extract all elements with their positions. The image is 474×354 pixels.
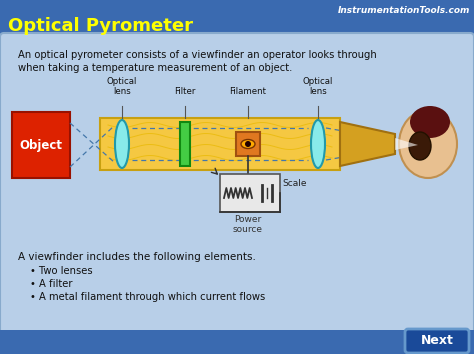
- Text: Filament: Filament: [229, 87, 266, 96]
- Text: A viewfinder includes the following elements.: A viewfinder includes the following elem…: [18, 252, 256, 262]
- FancyBboxPatch shape: [0, 0, 474, 38]
- Ellipse shape: [399, 110, 457, 178]
- Ellipse shape: [241, 139, 255, 148]
- Text: An optical pyrometer consists of a viewfinder an operator looks through: An optical pyrometer consists of a viewf…: [18, 50, 377, 60]
- FancyBboxPatch shape: [180, 122, 190, 166]
- Text: InstrumentationTools.com: InstrumentationTools.com: [337, 6, 470, 15]
- Ellipse shape: [409, 132, 431, 160]
- Ellipse shape: [311, 120, 325, 168]
- Text: Object: Object: [19, 138, 63, 152]
- Text: • Two lenses: • Two lenses: [30, 266, 92, 276]
- Ellipse shape: [245, 141, 251, 147]
- Ellipse shape: [115, 120, 129, 168]
- Text: Filter: Filter: [174, 87, 196, 96]
- FancyBboxPatch shape: [100, 118, 340, 170]
- FancyBboxPatch shape: [0, 33, 474, 349]
- FancyBboxPatch shape: [0, 330, 474, 354]
- Text: • A filter: • A filter: [30, 279, 73, 289]
- Text: Next: Next: [420, 335, 454, 348]
- Text: when taking a temperature measurement of an object.: when taking a temperature measurement of…: [18, 63, 292, 73]
- FancyBboxPatch shape: [236, 132, 260, 156]
- FancyBboxPatch shape: [220, 174, 280, 212]
- Text: Optical Pyrometer: Optical Pyrometer: [8, 17, 193, 35]
- Polygon shape: [340, 122, 395, 166]
- Text: Scale: Scale: [282, 179, 307, 188]
- Text: • A metal filament through which current flows: • A metal filament through which current…: [30, 292, 265, 302]
- Ellipse shape: [410, 106, 450, 138]
- FancyBboxPatch shape: [12, 112, 70, 178]
- Text: Power
source: Power source: [233, 215, 263, 234]
- Text: Optical
lens: Optical lens: [303, 76, 333, 96]
- Text: Optical
lens: Optical lens: [107, 76, 137, 96]
- Polygon shape: [395, 138, 418, 150]
- FancyBboxPatch shape: [405, 329, 469, 353]
